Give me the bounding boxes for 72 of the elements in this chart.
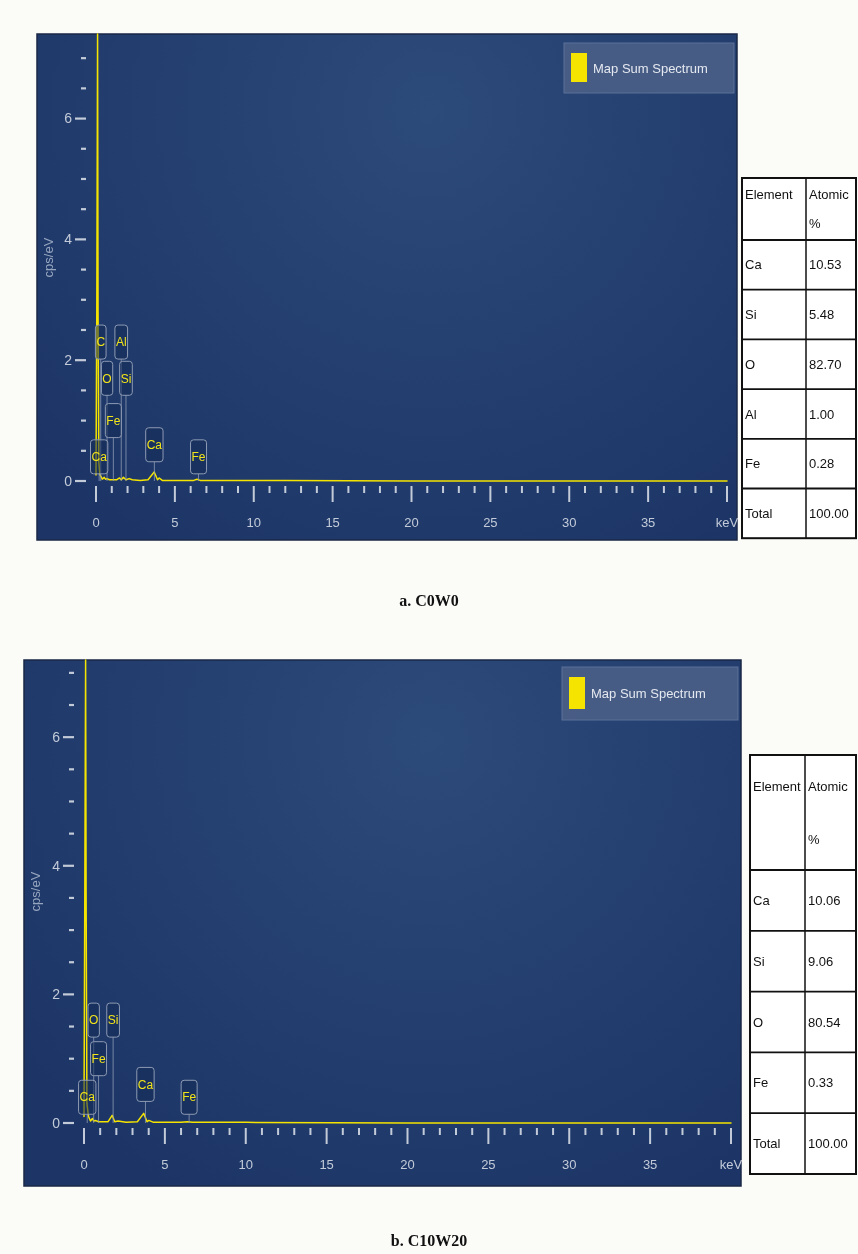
x-tick-label: 25 [483, 514, 498, 530]
x-tick-label: 0 [92, 514, 100, 530]
annotation: Fe [191, 450, 206, 465]
x-tick-label: keV [715, 514, 739, 530]
y-tick-label: 2 [64, 352, 73, 369]
text: 5.48 [809, 307, 835, 323]
y-tick-label: 2 [52, 986, 61, 1003]
text: 10.53 [809, 257, 842, 273]
text: 1.00 [809, 406, 835, 422]
annotation: Ca [91, 450, 108, 465]
annotation: Si [120, 371, 132, 386]
x-tick-label: 10 [246, 514, 261, 530]
category-label: O [745, 356, 756, 372]
x-tick-label: 35 [642, 1156, 658, 1172]
x-tick-label: 25 [481, 1156, 496, 1172]
x-tick-label: 30 [562, 1156, 577, 1172]
text: Atomic % [808, 778, 848, 847]
x-tick-label: 15 [325, 514, 340, 530]
x-tick-label: 20 [404, 514, 419, 530]
text: 9.06 [808, 953, 834, 969]
y-tick-label: 4 [52, 857, 61, 874]
annotation: Al [115, 335, 127, 350]
legend-label: Map Sum Spectrum [593, 60, 708, 76]
y-tick-label: 0 [52, 1114, 61, 1131]
text: 0.33 [808, 1075, 834, 1091]
text: 0.28 [809, 456, 835, 472]
x-tick-label: 5 [171, 514, 179, 530]
y-tick-label: 4 [64, 231, 73, 248]
annotation: Fe [106, 413, 121, 428]
y-axis-title: cps/eV [40, 237, 56, 278]
annotation: O [89, 1013, 99, 1028]
annotation: Si [107, 1013, 119, 1028]
category-label: Ca [745, 257, 763, 273]
text: 100.00 [808, 1136, 848, 1152]
x-tick-label: 0 [80, 1156, 88, 1172]
category-label: Fe [753, 1075, 769, 1091]
text: Element [753, 778, 802, 794]
text: a. C0W0 [399, 592, 459, 609]
annotation: Ca [137, 1077, 154, 1092]
category-label: Si [745, 307, 757, 323]
annotation: Ca [79, 1090, 96, 1105]
category-label: Fe [745, 456, 761, 472]
text: 100.00 [809, 505, 849, 521]
annotation: Fe [91, 1051, 106, 1066]
y-tick-label: 6 [52, 729, 61, 746]
x-tick-label: 10 [238, 1156, 253, 1172]
category-label: Ca [753, 892, 771, 908]
category-label: Total [753, 1136, 781, 1152]
category-label: Al [745, 406, 757, 422]
y-axis-title: cps/eV [27, 871, 43, 912]
text: Element [745, 187, 794, 203]
text: 10.06 [808, 892, 841, 908]
x-tick-label: 35 [640, 514, 656, 530]
category-label: Si [753, 953, 765, 969]
x-tick-label: 15 [319, 1156, 334, 1172]
annotation: C [96, 335, 106, 350]
text: 82.70 [809, 356, 842, 372]
y-tick-label: 6 [64, 110, 73, 127]
x-tick-label: keV [719, 1156, 743, 1172]
x-tick-label: 20 [400, 1156, 415, 1172]
y-tick-label: 0 [64, 472, 73, 489]
text: Atomic % [809, 187, 850, 231]
text: Map Sum Spectrum [591, 686, 706, 702]
category-label: O [753, 1014, 764, 1030]
annotation: Fe [182, 1090, 197, 1105]
text: 80.54 [808, 1014, 841, 1030]
category-label: Total [745, 505, 773, 521]
annotation: O [102, 371, 112, 386]
x-tick-label: 5 [161, 1156, 169, 1172]
x-tick-label: 30 [562, 514, 577, 530]
annotation: Ca [146, 437, 163, 452]
text: b. C10W20 [390, 1232, 468, 1249]
